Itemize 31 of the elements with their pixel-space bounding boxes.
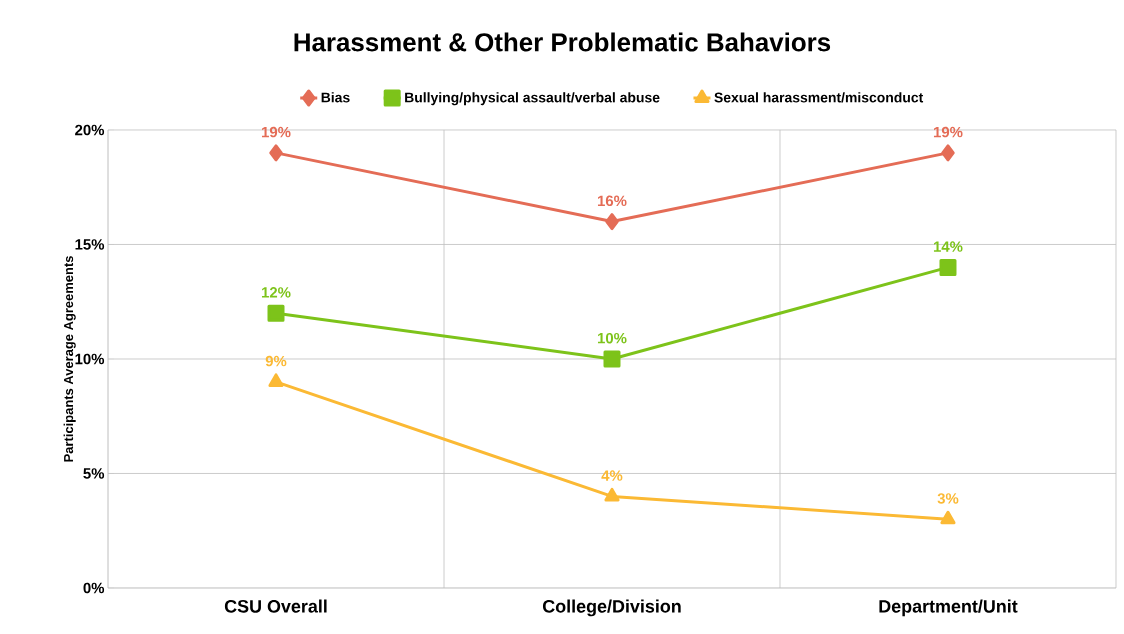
y-tick-label: 10%: [75, 353, 105, 365]
point: [939, 258, 957, 276]
y-tick-label: 15%: [75, 239, 105, 250]
point: [941, 144, 955, 162]
data-label: 14%: [933, 241, 963, 252]
data-label: 3%: [937, 493, 959, 504]
y-tick-label: 0%: [83, 582, 105, 594]
point: [267, 304, 285, 322]
y-tick-label: 20%: [75, 124, 105, 136]
point: [940, 510, 956, 525]
legend-label: Bullying/physical assault/verbal abuse: [405, 92, 660, 106]
y-tick-label: 5%: [83, 468, 105, 479]
data-label: 9%: [265, 355, 287, 367]
data-label: 4%: [601, 470, 623, 481]
data-label: 12%: [261, 287, 291, 298]
data-label: 19%: [933, 126, 963, 138]
chart-title: Harassment & Other Problematic Bahaviors: [294, 32, 831, 52]
point: [603, 350, 621, 368]
point: [268, 373, 284, 387]
y-axis-title: Participants Average Agreements: [63, 256, 76, 462]
x-tick-label: CSU Overall: [224, 599, 327, 613]
x-tick-label: Department/Unit: [879, 599, 1018, 617]
data-label: 19%: [261, 126, 291, 138]
data-label: 16%: [597, 195, 627, 207]
legend-label: Sexual harassment/misconduct: [714, 92, 924, 103]
legend-label: Bias: [321, 92, 350, 103]
point: [605, 213, 619, 231]
x-tick-label: College/Division: [542, 599, 681, 617]
point: [604, 487, 620, 502]
point: [269, 144, 283, 162]
data-label: 10%: [597, 332, 627, 344]
